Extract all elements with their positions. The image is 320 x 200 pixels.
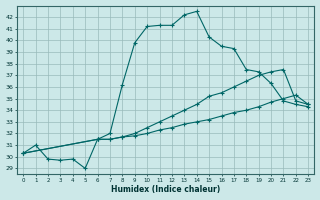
X-axis label: Humidex (Indice chaleur): Humidex (Indice chaleur): [111, 185, 220, 194]
